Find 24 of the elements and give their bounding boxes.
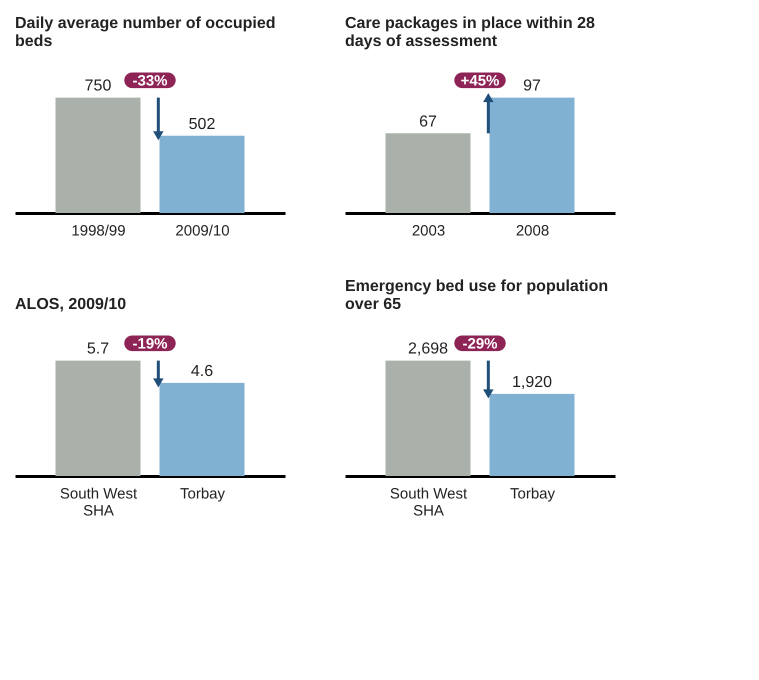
chart-title: Care packages in place within 28 days of assessment	[345, 15, 595, 50]
data-label: 97	[523, 78, 541, 95]
text: +45%	[460, 72, 500, 90]
data-label: 4.6	[190, 362, 214, 380]
x-tick-label: Torbay	[510, 486, 556, 502]
data-label: 5.7	[86, 340, 110, 358]
text: -29%	[462, 335, 498, 352]
x-tick-label: 1998/99	[71, 222, 126, 240]
data-label: 750	[84, 78, 112, 95]
x-tick-label: South West SHA	[60, 486, 138, 520]
x-tick-label: Torbay	[180, 486, 226, 502]
data-label: 502	[188, 116, 216, 133]
x-tick-label: South West SHA	[390, 486, 468, 520]
text: -33%	[132, 72, 168, 90]
x-tick-label: 2003	[412, 222, 446, 240]
data-label: 1,920	[512, 374, 552, 391]
chart-title: Daily average number of occupied beds	[15, 15, 276, 50]
x-tick-label: 2009/10	[175, 222, 230, 240]
x-tick-label: 2008	[516, 222, 550, 240]
chart-title: ALOS, 2009/10	[15, 296, 126, 313]
data-label: 2,698	[408, 340, 448, 358]
text: -19%	[132, 335, 168, 352]
data-label: 67	[419, 113, 437, 130]
chart-title: Emergency bed use for population over 65	[345, 278, 608, 313]
